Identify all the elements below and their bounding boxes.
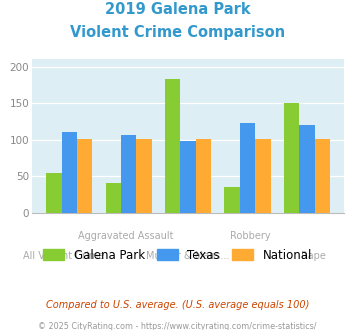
Bar	[105, 183, 121, 213]
Bar	[299, 125, 315, 213]
Bar	[121, 135, 136, 213]
Bar	[46, 173, 62, 213]
Text: Compared to U.S. average. (U.S. average equals 100): Compared to U.S. average. (U.S. average …	[46, 300, 309, 310]
Bar	[180, 141, 196, 213]
Bar	[224, 187, 240, 213]
Bar	[315, 139, 330, 213]
Bar	[284, 103, 299, 213]
Text: Murder & Mans...: Murder & Mans...	[146, 251, 230, 261]
Bar	[165, 79, 180, 213]
Text: All Violent Crime: All Violent Crime	[23, 251, 104, 261]
Bar	[62, 132, 77, 213]
Bar	[77, 139, 93, 213]
Text: Rape: Rape	[301, 251, 326, 261]
Legend: Galena Park, Texas, National: Galena Park, Texas, National	[38, 244, 317, 266]
Text: 2019 Galena Park: 2019 Galena Park	[105, 2, 250, 16]
Bar	[240, 123, 255, 213]
Text: © 2025 CityRating.com - https://www.cityrating.com/crime-statistics/: © 2025 CityRating.com - https://www.city…	[38, 322, 317, 330]
Bar	[196, 139, 211, 213]
Text: Aggravated Assault: Aggravated Assault	[78, 231, 174, 241]
Bar	[255, 139, 271, 213]
Text: Violent Crime Comparison: Violent Crime Comparison	[70, 25, 285, 40]
Bar	[136, 139, 152, 213]
Text: Robbery: Robbery	[230, 231, 271, 241]
